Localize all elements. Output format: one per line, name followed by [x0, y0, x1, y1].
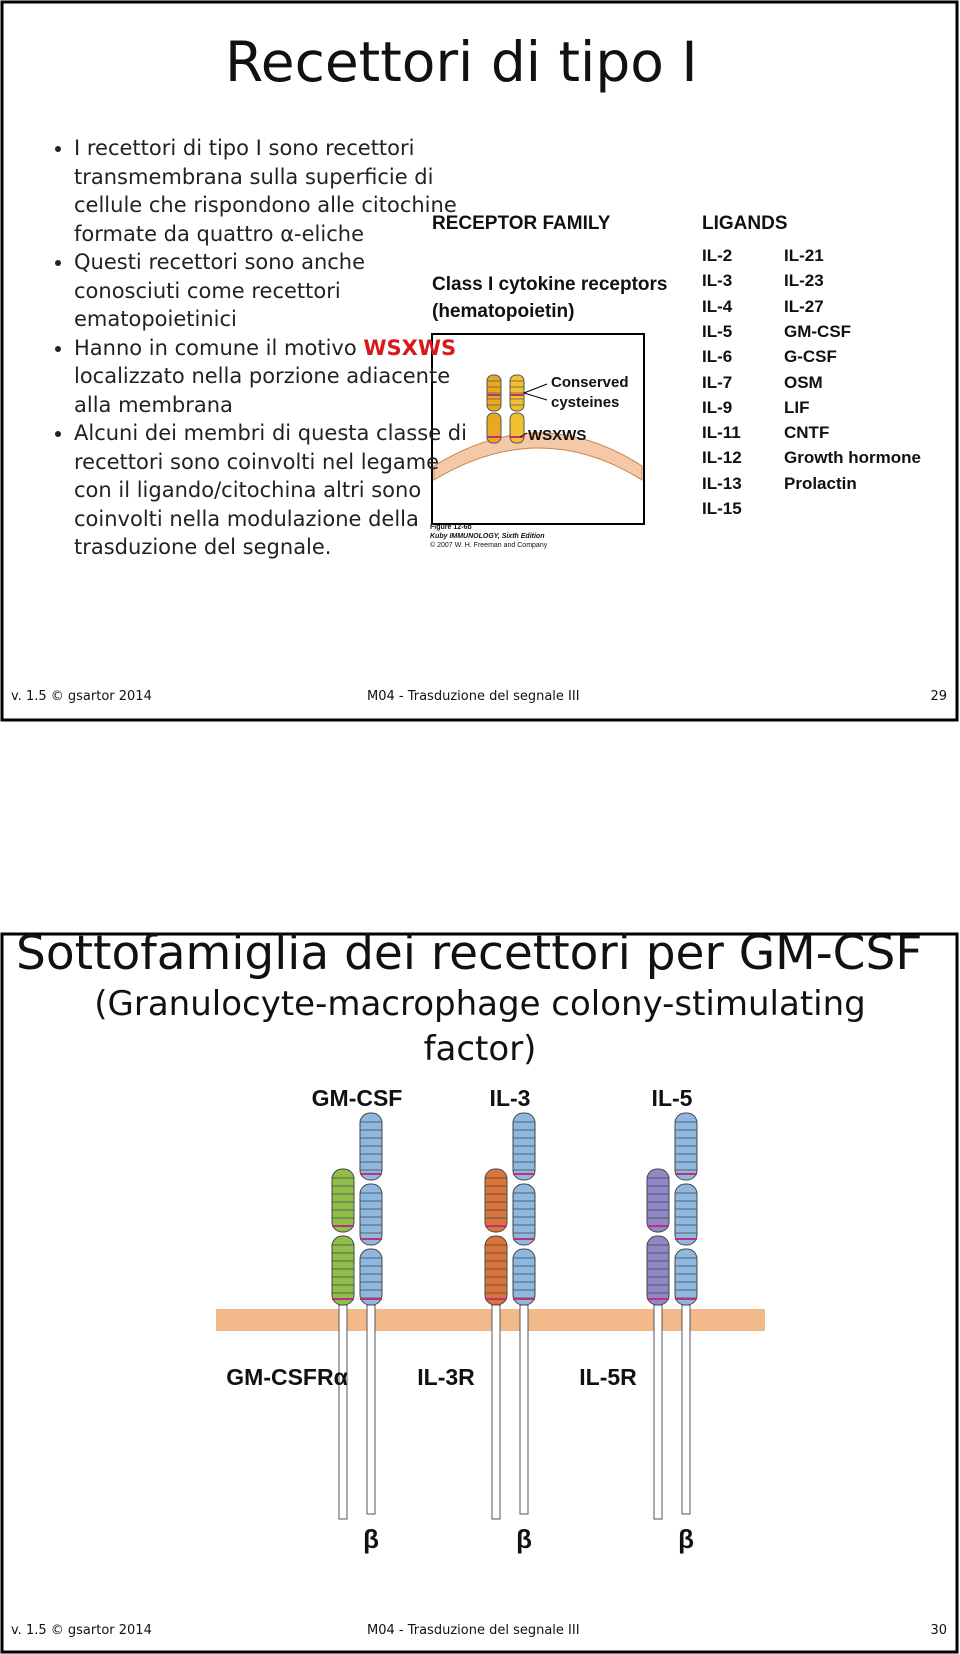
bullet: Alcuni dei membri di questa classe di re… [74, 419, 474, 562]
beta-label: β [678, 1524, 694, 1554]
receptor-domain [484, 1168, 508, 1233]
ligand: IL-6 [702, 347, 733, 367]
receptor-label: GM-CSFRα [226, 1364, 348, 1390]
bullet: I recettori di tipo I sono recettori tra… [74, 134, 474, 248]
receptor-domain [359, 1183, 383, 1246]
label: WSXWS [528, 427, 587, 444]
transmembrane [366, 1304, 376, 1515]
figure-header: RECEPTOR FAMILY [432, 213, 611, 234]
bullet-text: I recettori di tipo I sono recettori tra… [74, 136, 457, 246]
bullet-list: I recettori di tipo I sono recettori tra… [38, 134, 474, 562]
receptor-chain [486, 412, 502, 444]
motif: WSXWS [363, 335, 457, 360]
ligand: IL-27 [784, 296, 824, 316]
receptor-domain [484, 1235, 508, 1306]
transmembrane [681, 1304, 691, 1515]
page-number: 29 [930, 689, 947, 704]
bullet: Hanno in comune il motivo WSXWS localizz… [74, 334, 474, 420]
receptor-domain [646, 1235, 670, 1306]
bullet-text: Hanno in comune il motivo [74, 335, 357, 360]
family: Class I cytokine receptors [432, 274, 668, 295]
ligand: IL-5 [702, 321, 733, 341]
figure-box [431, 333, 645, 525]
pointer [522, 383, 548, 401]
bullet-text: localizzato nella porzione adiacente all… [74, 364, 451, 417]
ligand: IL-23 [784, 271, 824, 291]
membrane [433, 432, 643, 481]
bullet-text: Questi recettori sono anche conosciuti c… [74, 250, 366, 331]
ligand-label: GM-CSF [311, 1085, 403, 1111]
page-number: 30 [930, 1623, 947, 1638]
subtitle: (Granulocyte-macrophage colony-stimulati… [94, 984, 866, 1069]
caption: Figure 12-6b [430, 524, 472, 531]
ligand: IL-2 [702, 246, 733, 265]
transmembrane [519, 1304, 529, 1515]
footer-left: v. 1.5 © gsartor 2014 [11, 689, 152, 704]
family-note: (hematopoietin) [432, 301, 575, 322]
ligand: GM-CSF [784, 321, 852, 341]
ligand: IL-9 [702, 397, 733, 417]
receptor-domain [674, 1183, 698, 1246]
ligand: IL-11 [702, 423, 741, 443]
ligand: IL-13 [702, 473, 742, 493]
transmembrane [491, 1304, 501, 1520]
ligand-label: IL-3 [489, 1085, 531, 1111]
ligand: G-CSF [784, 347, 837, 367]
receptor-domain [359, 1248, 383, 1306]
ligand: CNTF [784, 423, 830, 443]
footer-center: M04 - Trasduzione del segnale III [367, 689, 580, 704]
ligand: OSM [784, 372, 823, 392]
ligand: Prolactin [784, 473, 857, 493]
receptor-domain [646, 1168, 670, 1233]
ligand: IL-12 [702, 448, 742, 468]
slide-border [0, 932, 959, 1654]
footer-left: v. 1.5 © gsartor 2014 [11, 1623, 152, 1638]
slide-title: Sottofamiglia dei recettori per GM-CSF [16, 926, 923, 981]
label: Conserved [551, 374, 629, 391]
ligand: IL-7 [702, 372, 733, 392]
caption: Kuby IMMUNOLOGY, Sixth Edition [430, 533, 545, 540]
beta-label: β [363, 1524, 379, 1554]
caption: © 2007 W. H. Freeman and Company [430, 542, 548, 549]
receptor-label: IL-5R [579, 1364, 637, 1390]
slide-title: Recettori di tipo I [225, 30, 698, 94]
ligands-header: LIGANDS [702, 213, 788, 234]
ligand: Growth hormone [784, 448, 921, 468]
receptor-domain [512, 1183, 536, 1246]
ligand: IL-21 [784, 246, 824, 265]
receptor-domain [674, 1248, 698, 1306]
receptor-label: IL-3R [417, 1364, 475, 1390]
pointer [519, 432, 528, 438]
receptor-chain [509, 412, 525, 444]
ligand: IL-15 [702, 499, 742, 518]
label: cysteines [551, 394, 620, 411]
bullet: Questi recettori sono anche conosciuti c… [74, 248, 474, 334]
receptor-domain [512, 1248, 536, 1306]
transmembrane [338, 1304, 348, 1520]
ligand: IL-4 [702, 296, 733, 316]
receptor-domain [331, 1168, 355, 1233]
slide-border [0, 0, 959, 722]
transmembrane [653, 1304, 663, 1520]
bullet-text: Alcuni dei membri di questa classe di re… [74, 421, 467, 559]
receptor-domain [331, 1235, 355, 1306]
ligand: LIF [784, 397, 810, 417]
ligand: IL-3 [702, 271, 733, 291]
beta-label: β [516, 1524, 532, 1554]
ligand-label: IL-5 [651, 1085, 693, 1111]
footer-center: M04 - Trasduzione del segnale III [367, 1623, 580, 1638]
membrane [216, 1309, 765, 1331]
